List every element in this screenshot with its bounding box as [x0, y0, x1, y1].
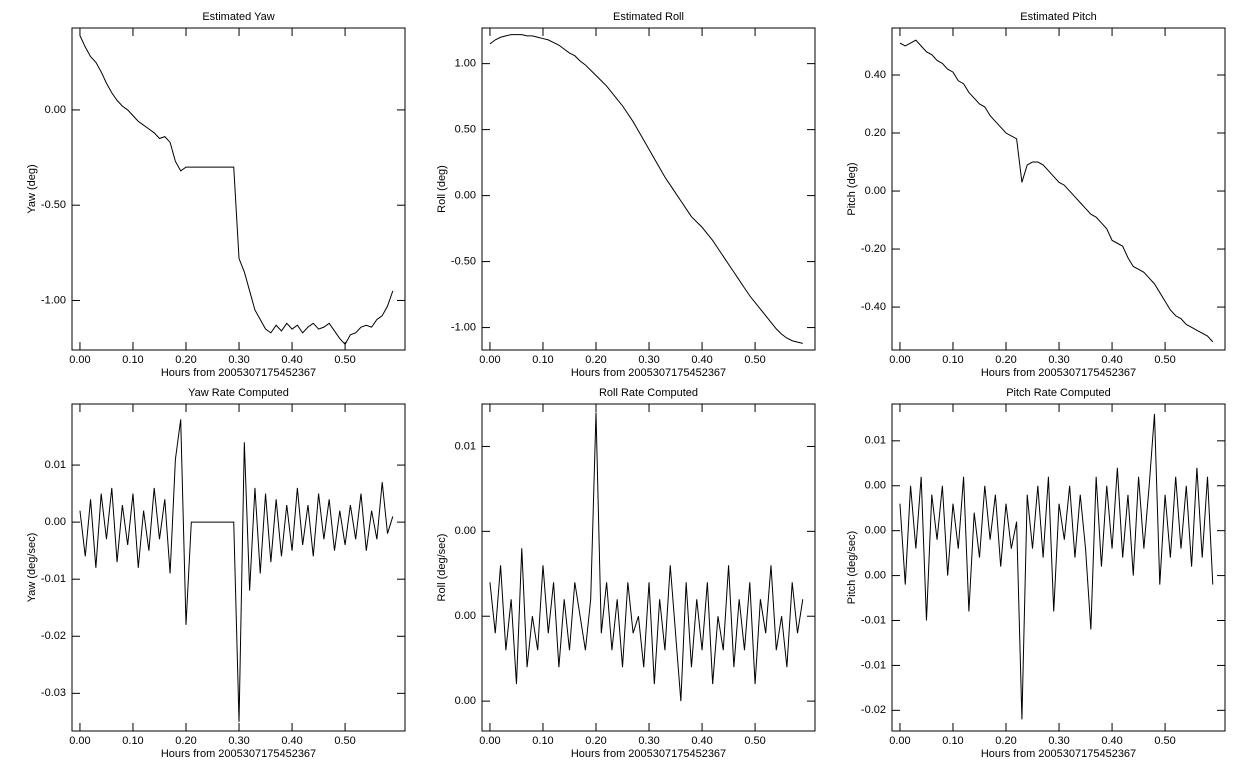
chart-title: Estimated Roll: [613, 11, 684, 23]
y-tick-label: -0.03: [41, 687, 66, 699]
x-axis-label: Hours from 2005307175452367: [981, 367, 1136, 379]
y-tick-label: 0.01: [455, 440, 476, 452]
y-axis-label: Yaw (deg): [26, 164, 38, 213]
y-axis-label: Yaw (deg/sec): [26, 533, 38, 603]
y-tick-label: -0.01: [41, 573, 66, 585]
y-tick-label: -0.02: [861, 704, 886, 716]
y-tick-label: 0.00: [865, 480, 886, 492]
y-axis-label: Pitch (deg): [846, 162, 858, 215]
x-tick-label: 0.40: [691, 354, 712, 366]
x-tick-label: 0.40: [691, 735, 712, 747]
x-tick-label: 0.50: [1154, 735, 1175, 747]
x-tick-label: 0.10: [942, 735, 963, 747]
y-tick-label: 1.00: [455, 58, 476, 70]
x-tick-label: 0.30: [228, 735, 249, 747]
y-tick-label: -1.00: [41, 294, 66, 306]
x-tick-label: 0.20: [175, 354, 196, 366]
plot-frame: [891, 403, 1226, 732]
x-tick-label: 0.20: [585, 735, 606, 747]
data-line: [899, 413, 1214, 720]
y-tick-label: 0.00: [865, 569, 886, 581]
y-tick-label: 0.40: [865, 69, 886, 81]
x-tick-label: 0.30: [228, 354, 249, 366]
x-tick-label: 0.00: [69, 354, 90, 366]
x-tick-label: 0.10: [122, 354, 143, 366]
x-tick-label: 0.20: [995, 735, 1016, 747]
y-tick-label: 0.00: [865, 525, 886, 537]
x-tick-label: 0.10: [122, 735, 143, 747]
x-tick-label: 0.00: [479, 735, 500, 747]
x-tick-label: 0.20: [175, 735, 196, 747]
x-tick-label: 0.50: [744, 354, 765, 366]
x-tick-label: 0.50: [1154, 354, 1175, 366]
x-tick-label: 0.50: [744, 735, 765, 747]
y-tick-label: -0.50: [41, 199, 66, 211]
y-tick-label: 0.01: [45, 459, 66, 471]
x-axis-label: Hours from 2005307175452367: [981, 748, 1136, 760]
plot-frame: [891, 27, 1226, 351]
x-tick-label: 0.30: [638, 354, 659, 366]
y-tick-label: 0.00: [865, 185, 886, 197]
x-tick-label: 0.40: [281, 354, 302, 366]
x-tick-label: 0.00: [69, 735, 90, 747]
plot-frame: [71, 27, 406, 351]
y-tick-label: 0.00: [455, 610, 476, 622]
plot-frame: [481, 403, 816, 732]
x-axis-label: Hours from 2005307175452367: [571, 748, 726, 760]
y-tick-label: -0.01: [861, 614, 886, 626]
x-tick-label: 0.50: [334, 735, 355, 747]
x-tick-label: 0.30: [1048, 354, 1069, 366]
y-tick-label: -1.00: [451, 321, 476, 333]
plot-frame: [481, 27, 816, 351]
x-tick-label: 0.10: [532, 354, 553, 366]
x-tick-label: 0.10: [942, 354, 963, 366]
data-line: [79, 419, 394, 722]
x-tick-label: 0.50: [334, 354, 355, 366]
y-tick-label: -0.40: [861, 301, 886, 313]
y-axis-label: Roll (deg/sec): [436, 534, 448, 602]
chart-title: Pitch Rate Computed: [1006, 387, 1111, 399]
x-axis-label: Hours from 2005307175452367: [571, 367, 726, 379]
x-axis-label: Hours from 2005307175452367: [161, 748, 316, 760]
x-axis-label: Hours from 2005307175452367: [161, 367, 316, 379]
x-tick-label: 0.00: [889, 735, 910, 747]
x-tick-label: 0.30: [638, 735, 659, 747]
data-line: [79, 35, 394, 346]
y-tick-label: 0.00: [45, 104, 66, 116]
y-tick-label: -0.02: [41, 630, 66, 642]
chart-title: Estimated Pitch: [1020, 11, 1096, 23]
chart-title: Yaw Rate Computed: [188, 387, 289, 399]
data-line: [489, 412, 804, 702]
y-tick-label: -0.20: [861, 243, 886, 255]
x-tick-label: 0.10: [532, 735, 553, 747]
y-tick-label: -0.50: [451, 255, 476, 267]
y-tick-label: -0.01: [861, 659, 886, 671]
x-tick-label: 0.20: [995, 354, 1016, 366]
x-tick-label: 0.00: [479, 354, 500, 366]
y-axis-label: Pitch (deg/sec): [846, 531, 858, 604]
x-tick-label: 0.40: [1101, 735, 1122, 747]
chart-title: Estimated Yaw: [202, 11, 274, 23]
y-tick-label: 0.50: [455, 124, 476, 136]
x-tick-label: 0.20: [585, 354, 606, 366]
plot-frame: [71, 403, 406, 732]
y-tick-label: 0.00: [455, 190, 476, 202]
y-tick-label: 0.20: [865, 127, 886, 139]
y-tick-label: 0.00: [455, 695, 476, 707]
y-tick-label: 0.00: [45, 516, 66, 528]
y-axis-label: Roll (deg): [436, 165, 448, 213]
x-tick-label: 0.00: [889, 354, 910, 366]
data-line: [899, 39, 1214, 343]
x-tick-label: 0.30: [1048, 735, 1069, 747]
x-tick-label: 0.40: [1101, 354, 1122, 366]
x-tick-label: 0.40: [281, 735, 302, 747]
chart-title: Roll Rate Computed: [599, 387, 698, 399]
y-tick-label: 0.01: [865, 435, 886, 447]
data-line: [489, 34, 803, 344]
y-tick-label: 0.00: [455, 525, 476, 537]
